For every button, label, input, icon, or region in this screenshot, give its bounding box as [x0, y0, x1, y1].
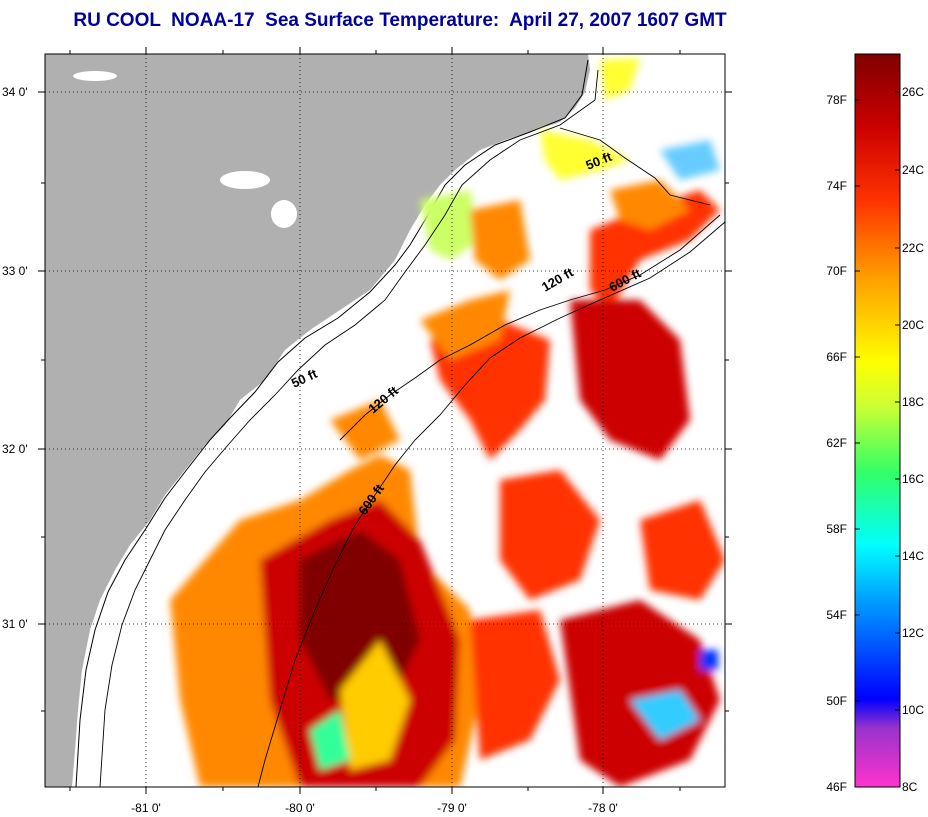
colorbar-c-label: 14C	[902, 549, 924, 563]
lon-label: -79 0'	[437, 801, 467, 815]
colorbar-c-label: 16C	[902, 472, 924, 486]
lake	[73, 71, 117, 81]
lon-label: -80 0'	[285, 801, 315, 815]
colorbar-f-label: 70F	[826, 264, 847, 278]
lat-label: 32 0'	[2, 442, 28, 456]
lat-label: 31 0'	[2, 617, 28, 631]
lake	[220, 171, 270, 189]
colorbar-c-label: 26C	[902, 85, 924, 99]
colorbar-f-label: 58F	[826, 522, 847, 536]
lat-label: 33 0'	[2, 264, 28, 278]
colorbar-f-label: 78F	[826, 93, 847, 107]
colorbar-c-label: 18C	[902, 395, 924, 409]
lat-label: 34 0'	[2, 85, 28, 99]
lat-ticks	[38, 91, 732, 712]
colorbar-c-label: 24C	[902, 163, 924, 177]
colorbar	[854, 53, 901, 788]
lon-label: -81 0'	[131, 801, 161, 815]
colorbar-f-label: 74F	[826, 179, 847, 193]
contour-120ft	[339, 214, 721, 441]
colorbar-f-label: 50F	[826, 694, 847, 708]
map-grid	[45, 54, 725, 787]
lon-ticks	[69, 47, 681, 794]
colorbar-c-label: 10C	[902, 703, 924, 717]
colorbar-c-label: 22C	[902, 241, 924, 255]
land-mass	[45, 54, 590, 787]
colorbar-f-label: 62F	[826, 436, 847, 450]
coastline	[75, 59, 589, 787]
colorbar-c-label: 8C	[902, 780, 918, 794]
colorbar-f-label: 46F	[826, 780, 847, 794]
map-title: RU COOL NOAA-17 Sea Surface Temperature:…	[73, 10, 727, 31]
colorbar-f-label: 54F	[826, 608, 847, 622]
map-frame	[44, 53, 726, 788]
lake	[271, 200, 297, 228]
sst-field	[170, 58, 725, 787]
contour-50ft-north	[559, 127, 711, 206]
contour-50ft	[99, 69, 599, 787]
lon-label: -78 0'	[588, 801, 618, 815]
contour-600ft	[257, 221, 725, 787]
colorbar-f-label: 66F	[826, 350, 847, 364]
colorbar-c-label: 20C	[902, 318, 924, 332]
colorbar-f-ticks	[855, 99, 860, 702]
colorbar-c-ticks	[895, 91, 900, 711]
colorbar-c-label: 12C	[902, 626, 924, 640]
